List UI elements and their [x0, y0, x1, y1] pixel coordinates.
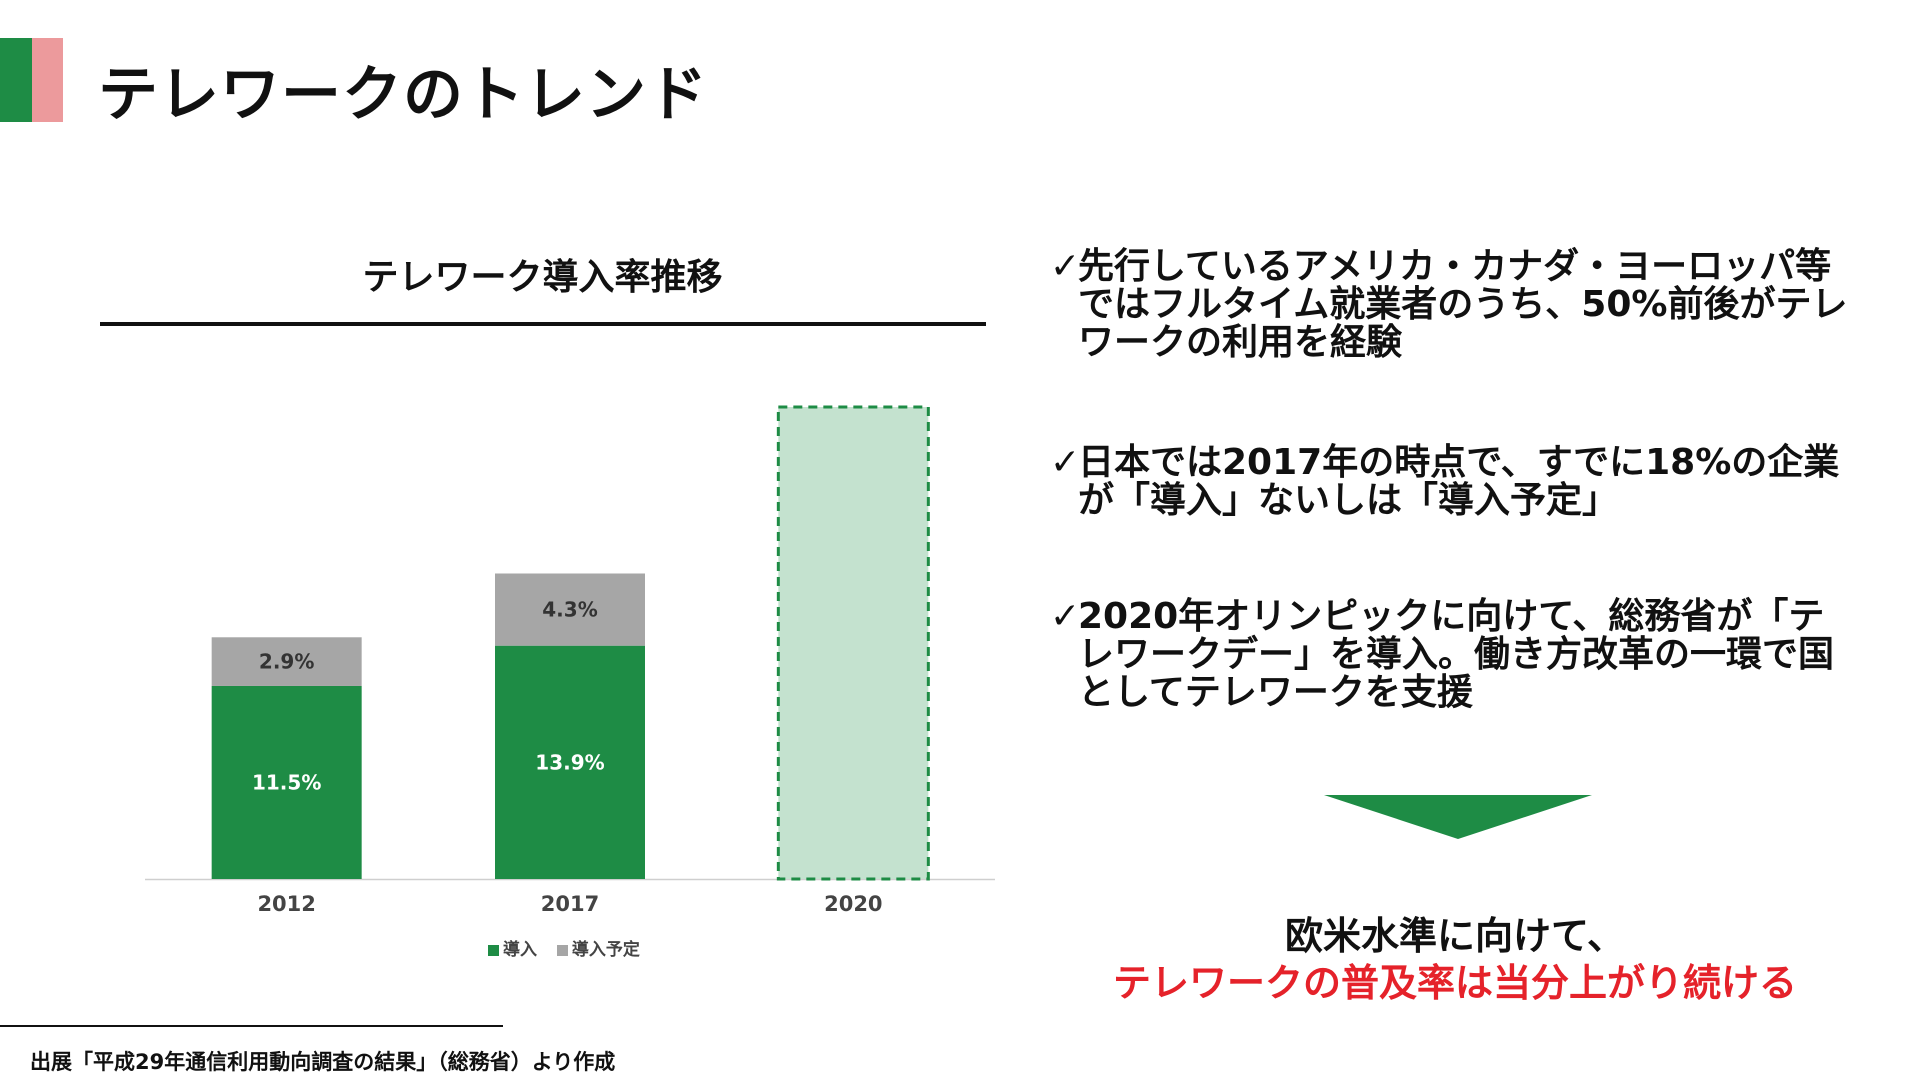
bar-planned [211, 637, 362, 686]
bullet-item: ✓ 日本では2017年の時点で、すでに18%の企業が「導入」ないしは「導入予定」 [1050, 444, 1860, 520]
bar-planned [495, 573, 645, 646]
data-label: 4.3% [542, 598, 597, 622]
legend-item-introduced: 導入 [488, 940, 537, 960]
bullet-text: 日本では2017年の時点で、すでに18%の企業が「導入」ないしは「導入予定」 [1078, 442, 1840, 521]
x-tick-label: 2020 [824, 892, 882, 916]
x-tick-label: 2012 [257, 892, 315, 916]
x-tick-label: 2017 [541, 892, 599, 916]
check-icon: ✓ [1050, 596, 1081, 637]
conclusion-line-1: 欧米水準に向けて、 [1284, 914, 1626, 958]
source-divider [0, 1025, 503, 1027]
accent-bar-pink [32, 38, 63, 122]
stacked-bar-chart: 11.5% 2.9% 2012 13.9% 4.3% 2017 2020 [145, 405, 995, 916]
bar-introduced [211, 685, 362, 879]
bullet-item: ✓ 2020年オリンピックに向けて、総務省が「テレワークデー」を導入。働き方改革… [1050, 598, 1860, 712]
data-label: 11.5% [252, 770, 321, 794]
legend-swatch-introduced [488, 944, 499, 956]
down-arrow-icon [1324, 795, 1592, 839]
chart-title-underline [100, 322, 986, 326]
legend-label-introduced: 導入 [503, 940, 537, 960]
check-icon: ✓ [1050, 442, 1081, 483]
accent-bar-green [0, 38, 32, 122]
chart-title: テレワーク導入率推移 [362, 257, 723, 298]
check-icon: ✓ [1050, 246, 1081, 287]
bullet-text: 2020年オリンピックに向けて、総務省が「テレワークデー」を導入。働き方改革の一… [1078, 596, 1835, 713]
bullet-item: ✓ 先行しているアメリカ・カナダ・ヨーロッパ等ではフルタイム就業者のうち、50%… [1050, 248, 1860, 362]
legend-swatch-planned [556, 944, 568, 956]
conclusion-line-2: テレワークの普及率は当分上がり続ける [1112, 961, 1797, 1005]
data-label: 13.9% [535, 750, 604, 774]
legend-label-planned: 導入予定 [571, 940, 640, 960]
page-title: テレワークのトレンド [98, 60, 708, 130]
bullet-text: 先行しているアメリカ・カナダ・ヨーロッパ等ではフルタイム就業者のうち、50%前後… [1078, 246, 1848, 363]
bar-projection [776, 405, 930, 881]
legend-item-planned: 導入予定 [556, 940, 640, 960]
data-label: 2.9% [259, 650, 314, 674]
source-note: 出展「平成29年通信利用動向調査の結果」（総務省）より作成 [30, 1050, 616, 1074]
chart-legend: 導入 導入予定 [488, 935, 654, 960]
bar-introduced [495, 645, 645, 879]
